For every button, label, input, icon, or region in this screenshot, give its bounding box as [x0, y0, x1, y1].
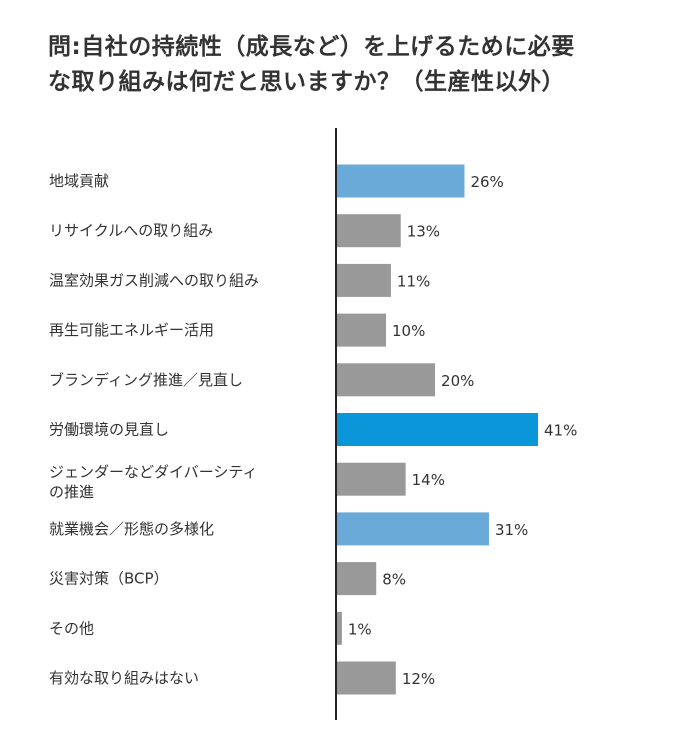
- title-line-2: な取り組みは何だと思いますか？（生産性以外）: [48, 69, 565, 95]
- category-label: その他: [49, 619, 94, 637]
- data-label: 11%: [397, 272, 430, 290]
- bar: [337, 562, 377, 596]
- bar: [337, 413, 538, 446]
- data-label: 41%: [544, 422, 577, 440]
- bar: [337, 214, 401, 248]
- category-label: 再生可能エネルギー活用: [49, 321, 214, 339]
- chart-title: 問:自社の持続性（成長など）を上げるために必要 な取り組みは何だと思いますか？（…: [48, 30, 668, 100]
- bar: [337, 462, 406, 496]
- category-label: 地域貢献: [49, 172, 109, 190]
- data-label: 8%: [382, 571, 406, 589]
- bar: [337, 611, 342, 645]
- data-label: 12%: [402, 670, 435, 688]
- data-label: 20%: [441, 372, 474, 390]
- category-label: ジェンダーなどダイバーシティ: [49, 463, 258, 481]
- category-label: 労働環境の見直し: [49, 421, 169, 439]
- bar: [337, 363, 436, 397]
- bar: [337, 263, 391, 297]
- data-label: 10%: [392, 322, 425, 340]
- bar: [337, 313, 387, 347]
- category-label: 有効な取り組みはない: [49, 669, 199, 687]
- bar: [337, 661, 396, 695]
- category-label: 災害対策（BCP）: [49, 570, 169, 588]
- category-label: リサイクルへの取り組み: [49, 222, 213, 240]
- data-label: 26%: [470, 173, 503, 191]
- category-label: の推進: [49, 483, 94, 501]
- bar: [337, 512, 489, 546]
- category-label: ブランディング推進／見直し: [49, 371, 243, 389]
- category-label: 温室効果ガス削減への取り組み: [49, 271, 259, 289]
- category-label: 就業機会／形態の多様化: [49, 520, 214, 538]
- data-label: 14%: [412, 471, 445, 489]
- data-label: 13%: [407, 223, 440, 241]
- data-label: 31%: [495, 521, 528, 539]
- title-line-1: 問:自社の持続性（成長など）を上げるために必要: [48, 34, 575, 60]
- bar: [337, 164, 465, 198]
- data-label: 1%: [348, 620, 372, 638]
